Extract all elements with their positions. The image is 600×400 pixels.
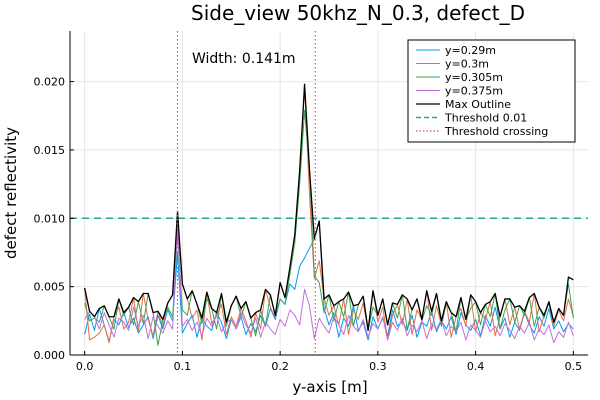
x-tick-label: 0.2 bbox=[271, 360, 289, 373]
series-line-4 bbox=[84, 83, 574, 332]
legend-entry-label: y=0.29m bbox=[445, 44, 496, 57]
y-axis-label: defect reflectivity bbox=[2, 127, 20, 259]
chart-title: Side_view 50khz_N_0.3, defect_D bbox=[191, 1, 525, 25]
legend-entry-label: y=0.305m bbox=[445, 71, 503, 84]
legend-entry-label: y=0.375m bbox=[445, 85, 503, 98]
x-axis-label: y-axis [m] bbox=[292, 378, 367, 396]
y-tick-label: 0.005 bbox=[34, 281, 66, 294]
series-layer bbox=[84, 83, 574, 346]
y-tick-label: 0.010 bbox=[34, 212, 66, 225]
y-tick-label: 0.000 bbox=[34, 349, 66, 362]
legend-entry-label: Threshold crossing bbox=[444, 125, 548, 138]
y-tick-label: 0.015 bbox=[34, 144, 66, 157]
x-tick-label: 0.5 bbox=[565, 360, 583, 373]
legend-entry-label: y=0.3m bbox=[445, 58, 489, 71]
x-tick-labels: 0.0 0.1 0.2 0.3 0.4 0.5 bbox=[76, 360, 582, 373]
axes bbox=[69, 31, 588, 356]
x-tick-label: 0.4 bbox=[467, 360, 485, 373]
series-line-3 bbox=[84, 220, 574, 344]
series-line-0 bbox=[84, 220, 574, 342]
y-tick-labels: 0.000 0.005 0.010 0.015 0.020 bbox=[34, 76, 66, 362]
legend-entry-label: Max Outline bbox=[445, 98, 511, 111]
x-tick-label: 0.3 bbox=[369, 360, 387, 373]
y-tick-label: 0.020 bbox=[34, 76, 66, 89]
width-annotation: Width: 0.141m bbox=[192, 51, 296, 67]
legend-entry-label: Threshold 0.01 bbox=[444, 112, 527, 125]
x-tick-label: 0.1 bbox=[174, 360, 192, 373]
x-tick-label: 0.0 bbox=[76, 360, 94, 373]
